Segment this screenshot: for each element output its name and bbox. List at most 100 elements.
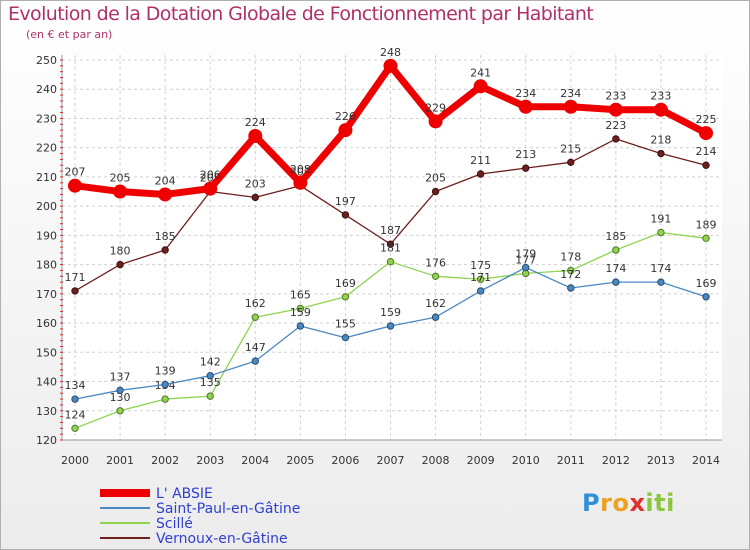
y-tick-label: 250: [36, 54, 57, 67]
data-point: [612, 135, 620, 143]
data-label: 180: [110, 245, 131, 258]
data-point: [158, 187, 173, 202]
data-point: [702, 293, 710, 301]
data-label: 191: [650, 212, 671, 225]
data-label: 162: [425, 297, 446, 310]
y-tick-label: 140: [36, 376, 57, 389]
data-point: [116, 407, 124, 415]
data-point: [518, 99, 533, 114]
data-label: 159: [380, 306, 401, 319]
data-label: 205: [110, 172, 131, 185]
logo-letter: P: [582, 489, 601, 517]
legend-label: Scillé: [156, 516, 193, 532]
data-label: 215: [560, 142, 581, 155]
data-point: [522, 164, 530, 172]
data-label: 130: [110, 391, 131, 404]
logo-letter: o: [612, 489, 630, 517]
data-label: 176: [425, 256, 446, 269]
data-label: 155: [335, 318, 356, 331]
x-tick-label: 2012: [602, 454, 630, 467]
x-tick-label: 2000: [61, 454, 89, 467]
data-label: 139: [155, 364, 176, 377]
data-point: [71, 287, 79, 295]
data-point: [296, 322, 305, 330]
data-point: [702, 234, 710, 243]
data-label: 179: [515, 248, 536, 261]
data-point: [431, 313, 440, 321]
logo-letter: t: [654, 489, 667, 517]
data-label: 135: [200, 376, 221, 389]
data-point: [116, 260, 124, 269]
data-label: 234: [560, 87, 581, 100]
data-label: 204: [155, 174, 176, 187]
data-point: [293, 175, 308, 190]
data-point: [563, 99, 578, 114]
y-tick-label: 230: [36, 112, 57, 125]
chart-title: Evolution de la Dotation Globale de Fonc…: [8, 3, 594, 25]
data-point: [338, 123, 353, 138]
data-point: [431, 187, 440, 196]
x-tick-label: 2006: [331, 454, 359, 467]
data-label: 233: [650, 90, 671, 103]
data-label: 233: [605, 90, 626, 103]
data-point: [473, 79, 488, 94]
y-tick-label: 130: [36, 405, 57, 418]
data-point: [702, 161, 710, 169]
data-point: [383, 58, 398, 73]
legend-label: Vernoux-en-Gâtine: [156, 531, 288, 547]
data-label: 185: [605, 230, 626, 243]
data-label: 171: [65, 271, 86, 284]
y-tick-label: 180: [36, 259, 57, 272]
x-tick-label: 2001: [106, 454, 134, 467]
data-point: [161, 380, 169, 389]
y-tick-label: 120: [36, 434, 57, 447]
data-point: [522, 263, 530, 272]
x-tick-label: 2004: [241, 454, 269, 467]
data-point: [386, 322, 395, 330]
data-label: 134: [65, 379, 86, 392]
x-tick-label: 2009: [467, 454, 495, 467]
data-label: 178: [560, 250, 581, 263]
data-label: 175: [470, 259, 491, 272]
data-label: 189: [696, 218, 717, 231]
data-point: [657, 149, 665, 158]
data-label: 218: [650, 134, 671, 147]
y-tick-label: 170: [36, 288, 57, 301]
data-label: 203: [245, 177, 266, 190]
x-tick-label: 2007: [377, 454, 405, 467]
data-label: 211: [470, 154, 491, 167]
data-point: [653, 102, 668, 117]
data-point: [476, 275, 485, 283]
data-point: [116, 386, 124, 395]
data-label: 225: [696, 113, 717, 126]
y-tick-label: 160: [36, 317, 57, 330]
data-label: 181: [380, 242, 401, 255]
data-point: [428, 114, 443, 129]
data-point: [206, 392, 214, 400]
x-tick-label: 2003: [196, 454, 224, 467]
data-label: 171: [470, 271, 491, 284]
data-label: 229: [425, 101, 446, 114]
data-point: [248, 129, 263, 143]
y-tick-label: 190: [36, 229, 57, 242]
x-tick-label: 2010: [512, 454, 540, 467]
data-label: 165: [290, 288, 311, 301]
data-point: [567, 284, 575, 292]
data-label: 241: [470, 66, 491, 79]
data-label: 169: [335, 277, 356, 290]
logo-letter: r: [600, 489, 613, 517]
data-point: [608, 102, 623, 117]
y-tick-label: 200: [36, 200, 57, 213]
data-label: 234: [515, 87, 536, 100]
data-point: [203, 181, 218, 196]
y-tick-label: 220: [36, 142, 57, 155]
logo-letter: x: [629, 489, 646, 517]
data-point: [206, 371, 214, 380]
x-tick-label: 2008: [422, 454, 450, 467]
data-label: 172: [560, 268, 581, 281]
data-label: 142: [200, 356, 221, 369]
data-point: [476, 170, 485, 178]
data-label: 223: [605, 119, 626, 132]
data-label: 147: [245, 341, 266, 354]
